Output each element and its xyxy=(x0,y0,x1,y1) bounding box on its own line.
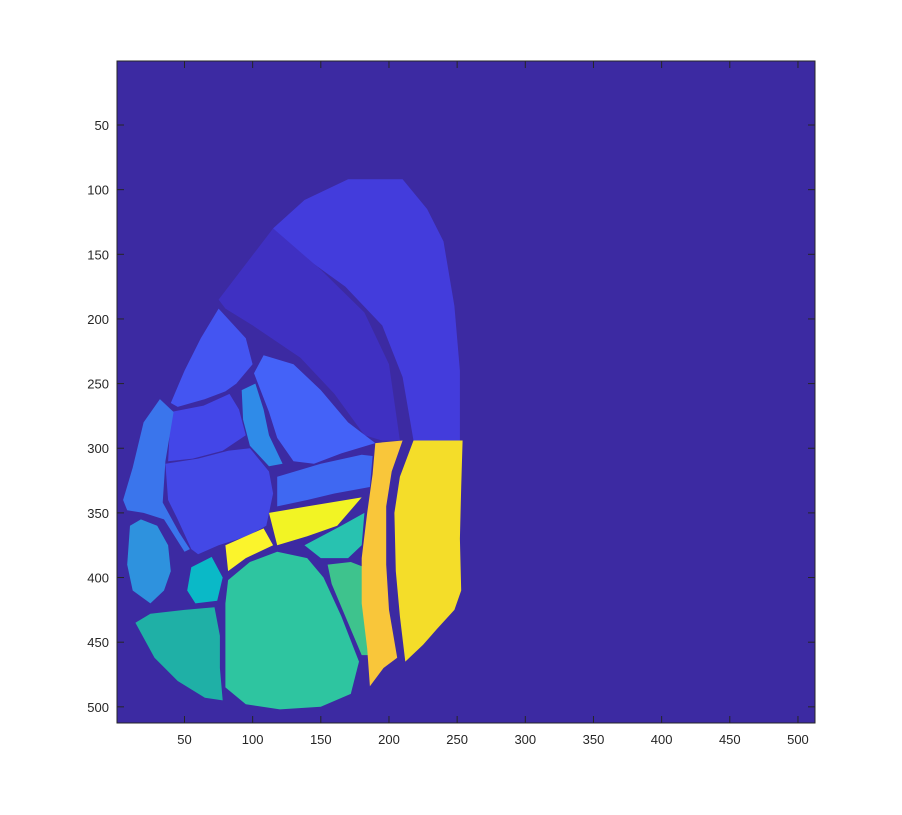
region-top-large xyxy=(273,179,460,441)
region-yellow-left xyxy=(225,528,274,572)
y-axis-ticks: 50 100 150 200 250 300 350 400 450 500 xyxy=(87,118,815,715)
x-tick-label: 450 xyxy=(719,732,741,747)
y-tick-label: 500 xyxy=(87,700,109,715)
plot-area xyxy=(116,60,816,724)
x-tick-label: 150 xyxy=(310,732,332,747)
x-tick-label: 400 xyxy=(651,732,673,747)
x-axis-ticks: 50 100 150 200 250 300 350 400 450 500 xyxy=(177,61,809,747)
region-yellow-large xyxy=(394,440,463,662)
y-tick-label: 100 xyxy=(87,183,109,198)
y-tick-label: 350 xyxy=(87,506,109,521)
x-tick-label: 250 xyxy=(446,732,468,747)
region-center-mid xyxy=(165,448,274,555)
region-left-lobe xyxy=(127,519,171,604)
region-center-upper xyxy=(254,355,376,464)
region-top-band xyxy=(218,228,400,441)
y-tick-label: 50 xyxy=(95,118,109,133)
region-teal-small xyxy=(187,556,223,604)
region-yellow-center xyxy=(269,497,362,546)
x-tick-label: 350 xyxy=(583,732,605,747)
x-tick-label: 100 xyxy=(242,732,264,747)
region-center-band xyxy=(277,454,373,507)
region-green-right xyxy=(327,562,370,656)
region-yellow-narrow xyxy=(361,440,403,687)
y-tick-label: 250 xyxy=(87,377,109,392)
y-tick-label: 450 xyxy=(87,635,109,650)
x-tick-label: 500 xyxy=(787,732,809,747)
regions-layer xyxy=(123,179,463,710)
region-left-upper xyxy=(170,308,253,407)
region-center-small xyxy=(241,383,283,467)
y-tick-label: 150 xyxy=(87,247,109,262)
axes-box xyxy=(116,60,816,724)
x-tick-label: 200 xyxy=(378,732,400,747)
region-green-large xyxy=(225,551,359,710)
y-tick-label: 400 xyxy=(87,571,109,586)
x-tick-label: 300 xyxy=(514,732,536,747)
region-left-edge xyxy=(123,399,190,552)
region-bottom-left xyxy=(135,607,223,701)
y-tick-label: 200 xyxy=(87,312,109,327)
x-tick-label: 50 xyxy=(177,732,191,747)
y-tick-label: 300 xyxy=(87,441,109,456)
region-teal-right xyxy=(304,512,365,559)
region-left-mid xyxy=(168,393,246,462)
